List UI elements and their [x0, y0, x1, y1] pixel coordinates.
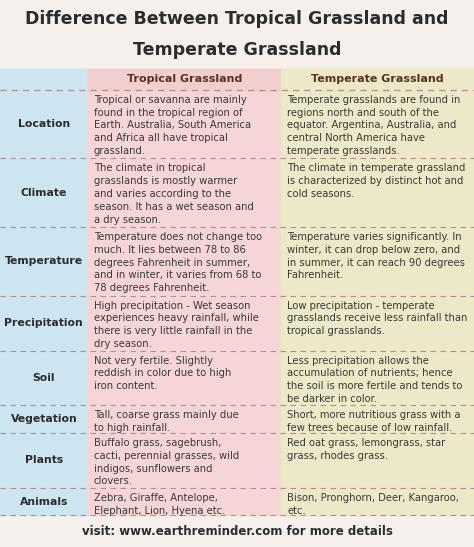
Text: Low precipitation - temperate
grasslands receive less rainfall than
tropical gra: Low precipitation - temperate grasslands…: [287, 301, 467, 336]
Text: The climate in tropical
grasslands is mostly warmer
and varies according to the
: The climate in tropical grasslands is mo…: [94, 164, 254, 225]
Bar: [0, 0, 474, 69]
Bar: [88, 69, 281, 90]
Text: Less precipitation allows the
accumulation of nutrients; hence
the soil is more : Less precipitation allows the accumulati…: [287, 356, 463, 404]
Text: Red oat grass, lemongrass, star
grass, rhodes grass.: Red oat grass, lemongrass, star grass, r…: [287, 438, 446, 461]
Text: Tropical Grassland: Tropical Grassland: [127, 74, 242, 84]
Bar: [0, 69, 88, 90]
Bar: [281, 69, 474, 90]
Text: Location: Location: [18, 119, 70, 129]
Text: Not very fertile. Slightly
reddish in color due to high
iron content.: Not very fertile. Slightly reddish in co…: [94, 356, 231, 391]
Text: Plants: Plants: [25, 455, 63, 465]
Text: visit: www.earthreminder.com for more details: visit: www.earthreminder.com for more de…: [82, 525, 392, 538]
Text: Temperate Grassland: Temperate Grassland: [311, 74, 444, 84]
Text: Precipitation: Precipitation: [4, 318, 83, 328]
Text: Soil: Soil: [33, 373, 55, 383]
Text: Tall, coarse grass mainly due
to high rainfall.: Tall, coarse grass mainly due to high ra…: [94, 410, 238, 433]
Bar: [0, 515, 474, 547]
Text: Zebra, Giraffe, Antelope,
Elephant, Lion, Hyena etc.: Zebra, Giraffe, Antelope, Elephant, Lion…: [94, 493, 225, 516]
Text: Temperature: Temperature: [5, 257, 83, 266]
Text: Tropical or savanna are mainly
found in the tropical region of
Earth. Australia,: Tropical or savanna are mainly found in …: [94, 95, 251, 156]
Text: Vegetation: Vegetation: [10, 414, 77, 424]
Bar: [0, 69, 88, 515]
Text: Animals: Animals: [19, 497, 68, 507]
Text: Bison, Pronghorn, Deer, Kangaroo,
etc.: Bison, Pronghorn, Deer, Kangaroo, etc.: [287, 493, 459, 516]
Text: Temperate Grassland: Temperate Grassland: [133, 40, 341, 59]
Bar: [281, 69, 474, 515]
Text: Temperature varies significantly. In
winter, it can drop below zero, and
in summ: Temperature varies significantly. In win…: [287, 232, 465, 281]
Bar: [88, 69, 281, 515]
Text: Short, more nutritious grass with a
few trees because of low rainfall.: Short, more nutritious grass with a few …: [287, 410, 461, 433]
Text: Temperature does not change too
much. It lies between 78 to 86
degrees Fahrenhei: Temperature does not change too much. It…: [94, 232, 262, 293]
Text: Temperate grasslands are found in
regions north and south of the
equator. Argent: Temperate grasslands are found in region…: [287, 95, 460, 156]
Text: The climate in temperate grassland
is characterized by distinct hot and
cold sea: The climate in temperate grassland is ch…: [287, 164, 465, 199]
Text: High precipitation - Wet season
experiences heavy rainfall, while
there is very : High precipitation - Wet season experien…: [94, 301, 258, 349]
Text: Climate: Climate: [21, 188, 67, 197]
Text: Buffalo grass, sagebrush,
cacti, perennial grasses, wild
indigos, sunflowers and: Buffalo grass, sagebrush, cacti, perenni…: [94, 438, 239, 486]
Text: Difference Between Tropical Grassland and: Difference Between Tropical Grassland an…: [25, 10, 449, 28]
